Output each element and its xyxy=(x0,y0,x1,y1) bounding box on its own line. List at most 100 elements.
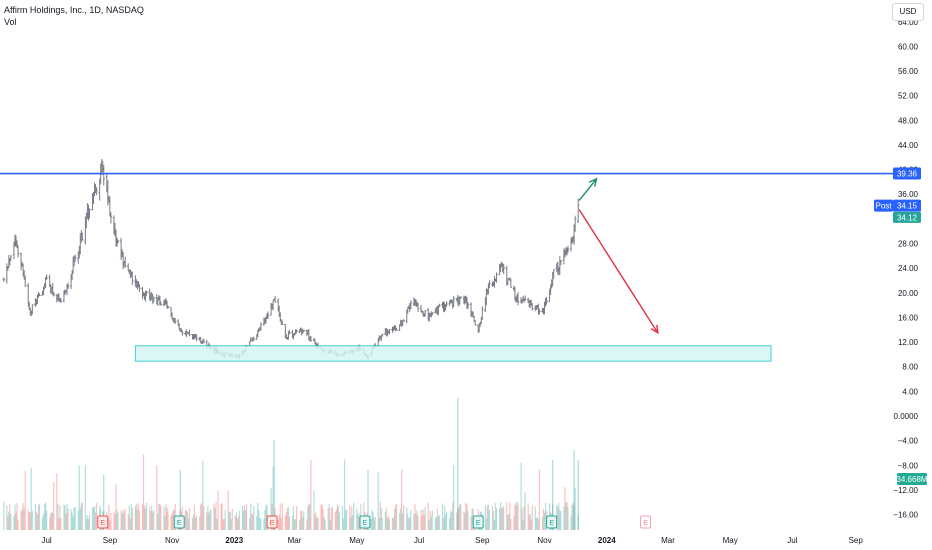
price-bar xyxy=(195,334,198,342)
volume-bar xyxy=(334,512,336,530)
volume-bar xyxy=(530,519,532,530)
volume-bar xyxy=(294,519,297,530)
volume-bar xyxy=(231,509,233,530)
price-bar xyxy=(181,330,184,336)
price-bar xyxy=(576,198,580,224)
arrow-up-right-icon[interactable] xyxy=(578,177,598,201)
volume-bar xyxy=(216,519,218,530)
time-axis: Jul Sep Nov 2023 Mar May Jul Sep Nov 2024 Mar May Ju… xyxy=(41,536,863,545)
volume-bar xyxy=(315,512,317,530)
volume-bar xyxy=(37,505,40,530)
volume-bar xyxy=(443,506,446,530)
volume-bar xyxy=(117,513,119,530)
volume-bar xyxy=(431,510,433,530)
price-bar xyxy=(9,255,13,261)
volume-bar xyxy=(66,503,68,530)
volume-bar xyxy=(87,518,90,530)
volume-bar xyxy=(552,460,554,530)
volume-bar xyxy=(515,505,517,530)
arrow-down-right-icon[interactable] xyxy=(578,209,659,335)
earnings-icon[interactable]: E xyxy=(266,515,278,529)
volume-bar xyxy=(329,519,331,530)
volume-bar xyxy=(206,512,208,530)
volume-bar xyxy=(134,506,136,530)
volume-bar xyxy=(195,515,198,530)
earnings-icon[interactable]: E xyxy=(640,515,652,529)
volume-bar xyxy=(277,519,279,530)
volume-bar xyxy=(223,518,225,530)
volume-bar xyxy=(321,503,323,530)
price-bar xyxy=(466,302,470,309)
earnings-icon[interactable]: E xyxy=(472,515,484,529)
earnings-icon[interactable]: E xyxy=(173,515,185,529)
volume-bar xyxy=(506,502,508,530)
volume-bar xyxy=(341,506,344,530)
volume-bar xyxy=(493,519,496,530)
volume-bar xyxy=(538,469,541,530)
price-bar xyxy=(16,245,20,258)
volume-bar xyxy=(391,517,394,530)
support-zone[interactable] xyxy=(134,345,772,362)
price-bar xyxy=(45,274,48,280)
time-tick: Jul xyxy=(414,536,424,545)
earnings-icon[interactable]: E xyxy=(546,515,558,529)
volume-bar xyxy=(41,517,44,530)
volume-bar xyxy=(27,509,29,530)
volume-bar xyxy=(372,511,374,530)
volume-bar xyxy=(344,509,347,530)
volume-bar xyxy=(459,504,461,530)
price-bar xyxy=(502,263,505,275)
volume-bar xyxy=(573,505,575,530)
price-bar xyxy=(138,283,141,292)
volume-bar xyxy=(503,505,505,530)
price-bar xyxy=(495,272,498,283)
volume-bar xyxy=(188,507,191,530)
volume-bar xyxy=(10,514,12,530)
price-bar xyxy=(81,232,84,241)
time-tick: Nov xyxy=(537,536,551,545)
price-bar xyxy=(159,302,163,306)
price-bar xyxy=(473,320,477,326)
volume-bar xyxy=(535,518,537,530)
volume-bar xyxy=(88,514,91,530)
volume-bar xyxy=(577,515,579,530)
volume-bar xyxy=(287,507,290,530)
volume-bar xyxy=(78,465,80,530)
volume-bar xyxy=(257,503,259,530)
earnings-icon[interactable]: E xyxy=(97,515,109,529)
currency-button[interactable]: USD xyxy=(892,3,924,21)
volume-bar xyxy=(153,510,155,530)
earnings-icon[interactable]: E xyxy=(359,515,371,529)
volume-bar xyxy=(320,504,322,530)
volume-bar xyxy=(395,504,398,530)
volume-bar xyxy=(16,503,18,530)
volume-bar xyxy=(295,505,298,530)
volume-bar xyxy=(456,512,458,530)
volume-bar xyxy=(465,502,467,530)
volume-bar xyxy=(273,440,275,530)
volume-bar xyxy=(327,508,329,530)
volume-bar xyxy=(388,519,391,530)
volume-bar xyxy=(116,509,118,530)
volume-bar xyxy=(171,512,173,530)
volume-bar xyxy=(74,507,76,530)
volume-bar xyxy=(322,508,324,530)
price-bar xyxy=(523,295,527,301)
volume-bar xyxy=(21,510,23,530)
volume-bar xyxy=(435,516,437,530)
volume-bar xyxy=(338,512,341,530)
volume-bar xyxy=(222,519,224,530)
price-bar xyxy=(513,287,517,301)
volume-bar xyxy=(170,515,172,530)
volume-bar xyxy=(381,517,383,530)
volume-bar xyxy=(160,505,162,530)
price-bar xyxy=(273,295,277,303)
volume-bar xyxy=(310,460,312,530)
volume-bar xyxy=(387,515,390,530)
volume-bar xyxy=(57,503,59,530)
price-bar xyxy=(431,312,434,316)
price-bar xyxy=(102,165,105,186)
volume-bar xyxy=(284,515,286,530)
volume-bar xyxy=(410,509,412,530)
